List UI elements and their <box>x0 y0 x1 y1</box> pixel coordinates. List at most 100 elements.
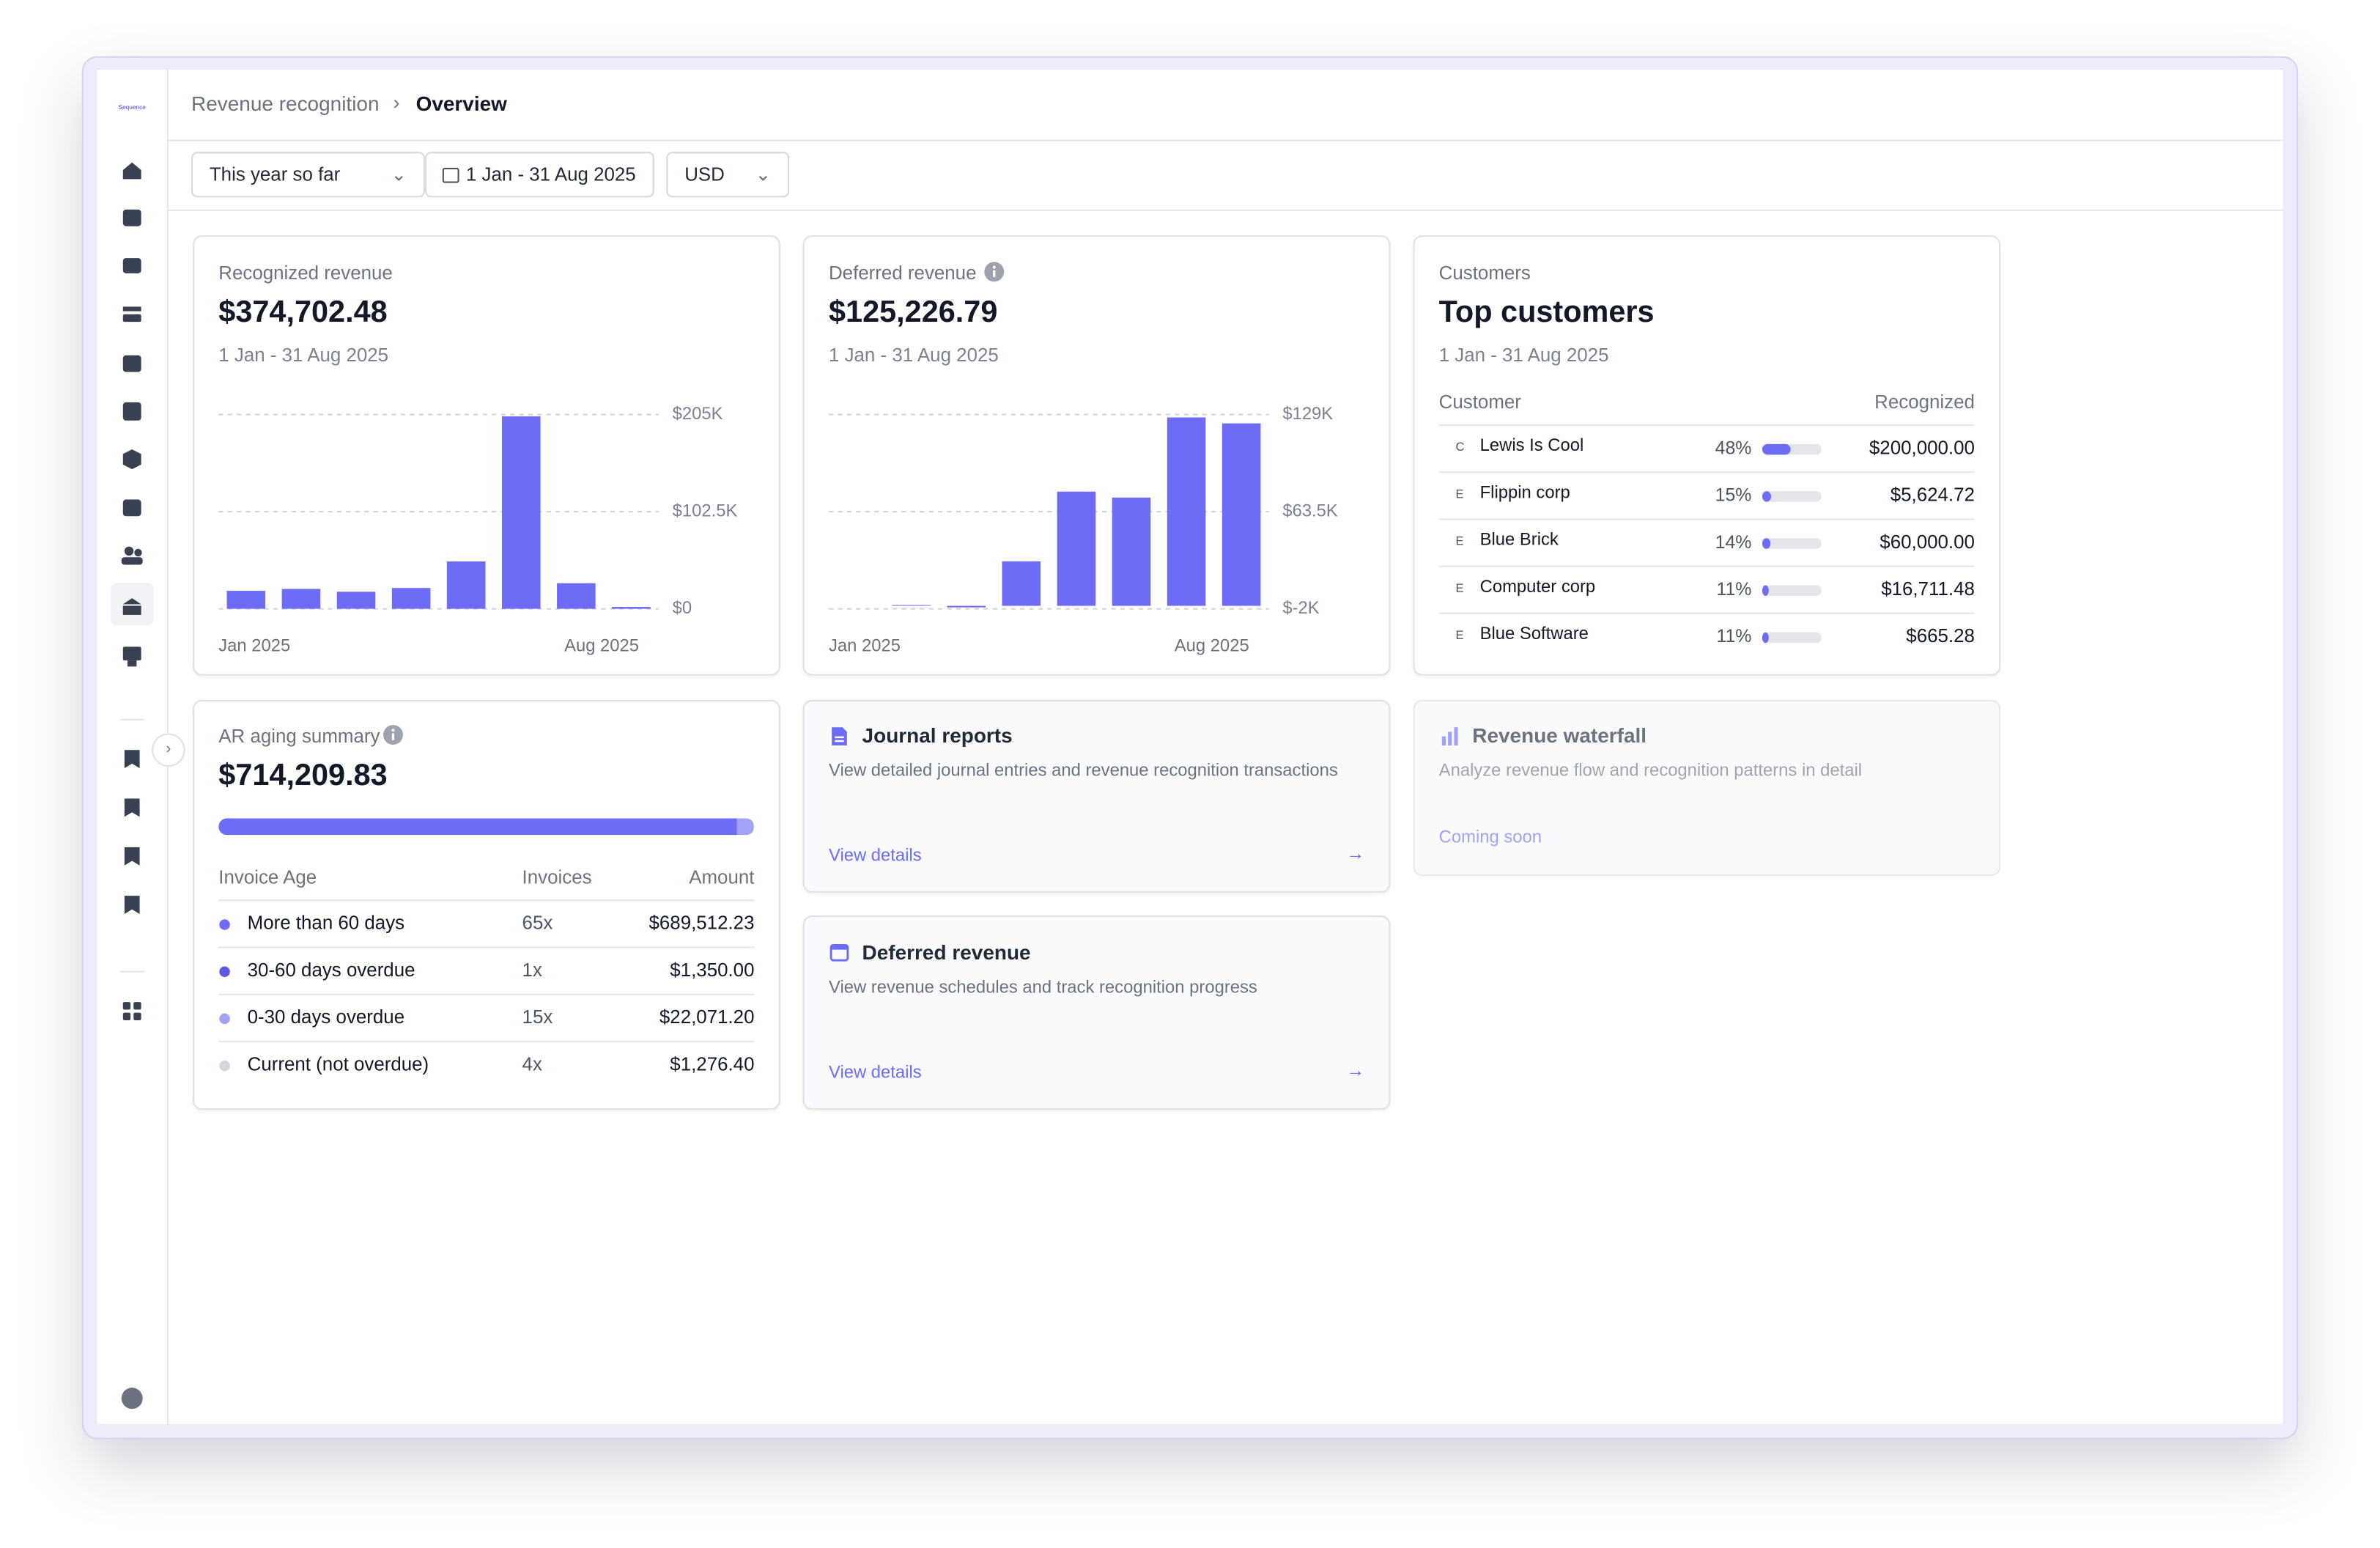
aging-segment <box>753 818 755 836</box>
y-tick-label: $0 <box>673 598 692 618</box>
aging-dot <box>219 1060 230 1072</box>
chevron: ⌄ <box>391 163 407 185</box>
bar <box>612 607 651 609</box>
share-bars <box>1438 424 1975 644</box>
info-icon[interactable] <box>983 261 1005 282</box>
aging-label: Current (not overdue) <box>247 1053 429 1075</box>
calendar-icon <box>442 167 459 183</box>
customer-share: 14% <box>1715 531 1752 553</box>
aging-invoices: 4x <box>522 1053 542 1075</box>
breadcrumb-parent[interactable]: Revenue recognition <box>191 92 380 116</box>
info-icon[interactable] <box>382 724 404 745</box>
card-total: $374,702.48 <box>218 295 388 330</box>
recognized-card: Recognized revenue $374,702.48 1 Jan - 3… <box>193 235 780 676</box>
customer-share: 11% <box>1716 625 1752 647</box>
period-text: This year so far <box>209 163 341 185</box>
ar-card: AR aging summary $714,209.83 Invoice Age… <box>193 699 780 1110</box>
link-card[interactable]: Deferred revenue View revenue schedules … <box>802 915 1391 1110</box>
y-tick-label: $205K <box>673 404 723 424</box>
aging-label: More than 60 days <box>247 912 405 934</box>
arrow[interactable]: → <box>1346 842 1365 864</box>
breadcrumb-current: Overview <box>415 92 507 116</box>
breadcrumb-separator: › <box>393 91 400 114</box>
column-header: Customer <box>1438 391 1521 413</box>
x-tick-label: Jan 2025 <box>829 636 901 656</box>
nav-icons <box>111 162 154 1409</box>
bar-chart: $0 $102.5K $205K Jan 2025 Aug 2025 <box>218 404 738 656</box>
x-tick-label: Aug 2025 <box>564 636 639 656</box>
customer-initial: E <box>1455 628 1464 643</box>
calendar-icon <box>829 943 849 962</box>
bar <box>1167 417 1206 606</box>
customer-initial: E <box>1455 581 1464 595</box>
bar <box>446 561 486 609</box>
aging-segment <box>218 818 736 836</box>
aging-amount: $1,276.40 <box>670 1053 755 1075</box>
customer-share: 48% <box>1715 437 1752 459</box>
card-total: $125,226.79 <box>828 295 998 330</box>
bar <box>226 591 266 609</box>
waterfall-status: Coming soon <box>1438 828 1542 847</box>
y-tick-label: $102.5K <box>673 501 738 520</box>
customers-card: Customers Top customers 1 Jan - 31 Aug 2… <box>1413 235 2001 676</box>
customer-initial: E <box>1455 487 1464 501</box>
bar <box>1057 491 1096 606</box>
share-track <box>1762 491 1822 502</box>
divider <box>166 209 2283 211</box>
currency-text: USD <box>684 163 725 185</box>
bar <box>557 583 596 609</box>
bar <box>391 588 431 609</box>
deferred-card: Deferred revenue $125,226.79 1 Jan - 31 … <box>802 235 1391 676</box>
customer-name: Blue Software <box>1479 625 1589 644</box>
share-track <box>1762 585 1822 597</box>
aging-amount: $22,071.20 <box>659 1006 755 1028</box>
aging-amount: $1,350.00 <box>670 959 755 981</box>
card-title: Top customers <box>1438 295 1655 330</box>
share-track <box>1762 632 1822 644</box>
share-bar <box>1762 491 1772 502</box>
date-range[interactable]: 1 Jan - 31 Aug 2025 <box>424 152 654 198</box>
arrow[interactable]: → <box>1346 1059 1365 1081</box>
y-tick-label: $63.5K <box>1282 501 1338 520</box>
sidebar: Sequence › <box>97 70 185 1424</box>
aging-segments <box>218 818 755 836</box>
customer-name: Flippin corp <box>1479 484 1570 503</box>
column-header: Amount <box>689 866 755 888</box>
waterfall-card: Revenue waterfall Analyze revenue flow a… <box>1413 699 2001 877</box>
bar <box>501 416 541 609</box>
aging-amount: $689,512.23 <box>648 912 755 934</box>
doc-icon <box>832 727 847 746</box>
link-action[interactable]: View details <box>828 1064 922 1083</box>
bar <box>1222 423 1261 606</box>
bar <box>1112 497 1151 606</box>
share-bar <box>1762 443 1791 455</box>
x-tick-label: Jan 2025 <box>218 636 290 656</box>
range-text: 1 Jan - 31 Aug 2025 <box>465 163 636 185</box>
share-bar <box>1762 538 1771 549</box>
customer-amount: $200,000.00 <box>1869 437 1975 459</box>
link-title: Deferred revenue <box>862 941 1031 965</box>
share-bar <box>1762 632 1769 644</box>
link-card[interactable]: Journal reports View detailed journal en… <box>802 699 1391 893</box>
collapse-button[interactable]: › <box>152 733 185 767</box>
bar <box>336 591 376 609</box>
waterfall-title: Revenue waterfall <box>1472 724 1647 748</box>
bar <box>281 589 321 609</box>
link-action[interactable]: View details <box>828 847 922 866</box>
column-header: Recognized <box>1874 391 1975 413</box>
aging-dot <box>219 919 230 930</box>
card-range: 1 Jan - 31 Aug 2025 <box>218 344 389 366</box>
nav-icon-group[interactable] <box>121 162 143 1409</box>
column-header: Invoices <box>522 866 592 888</box>
card-total: $714,209.83 <box>218 759 388 793</box>
period-select[interactable]: This year so far ⌄ <box>191 152 425 198</box>
aging-invoices: 15x <box>522 1006 553 1028</box>
aging-label: 30-60 days overdue <box>247 959 415 981</box>
logo: Sequence <box>118 103 146 111</box>
customer-initial: C <box>1455 440 1465 454</box>
currency-select[interactable]: USD ⌄ <box>666 152 790 198</box>
card-label: AR aging summary <box>218 726 380 748</box>
customer-amount: $5,624.72 <box>1890 484 1975 506</box>
card-range: 1 Jan - 31 Aug 2025 <box>828 344 999 366</box>
